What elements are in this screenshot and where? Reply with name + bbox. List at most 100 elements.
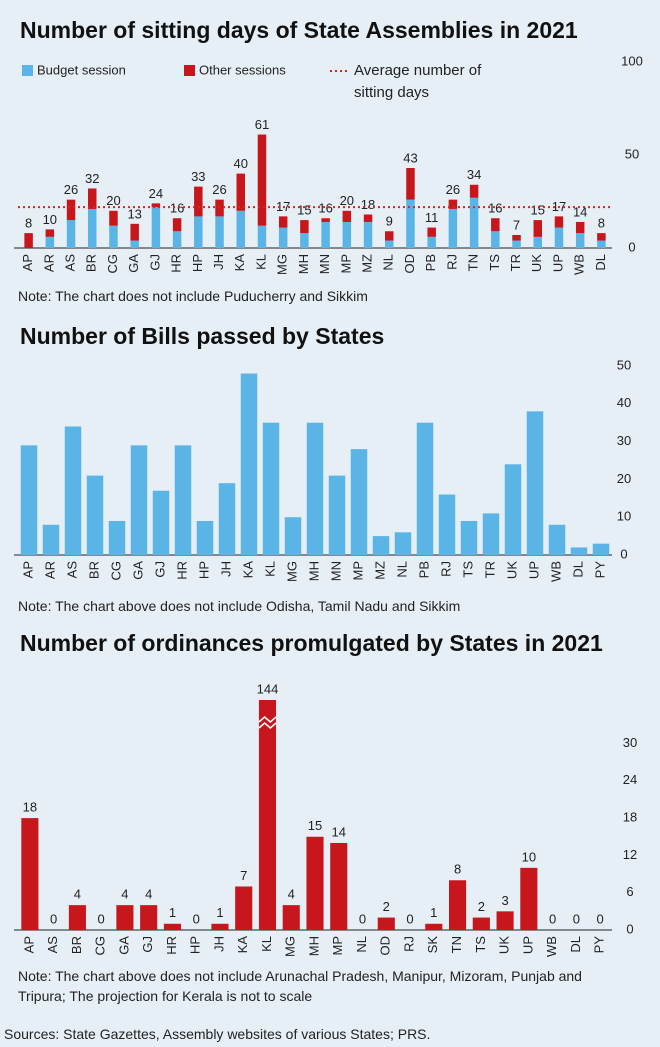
- x-tick-label: TS: [473, 936, 488, 953]
- value-label: 144: [257, 681, 279, 696]
- bar-segment: [45, 236, 55, 248]
- x-tick-label: TN: [466, 254, 481, 271]
- total-label: 7: [513, 217, 520, 232]
- x-tick-label: GJ: [152, 561, 167, 578]
- value-label: 8: [454, 862, 461, 877]
- x-tick-label: AR: [41, 254, 56, 272]
- y-tick-label: 0: [628, 239, 635, 254]
- bar-segment: [533, 236, 542, 248]
- total-label: 13: [127, 206, 141, 221]
- x-tick-label: PB: [423, 254, 438, 271]
- total-label: 40: [234, 156, 248, 171]
- x-tick-label: MZ: [359, 254, 374, 273]
- total-label: 61: [255, 117, 269, 132]
- value-label: 4: [288, 887, 295, 902]
- x-tick-label: MP: [338, 254, 353, 274]
- axis-break: [258, 716, 277, 723]
- bar-segment: [448, 199, 458, 209]
- y-tick-label: 18: [623, 810, 637, 825]
- bar: [64, 426, 82, 555]
- x-tick-label: NL: [381, 254, 396, 271]
- total-label: 16: [170, 201, 184, 216]
- bar: [42, 524, 60, 555]
- bar-segment: [45, 229, 55, 237]
- total-label: 33: [191, 169, 205, 184]
- bar: [258, 700, 277, 930]
- bar: [108, 520, 126, 555]
- value-label: 14: [332, 824, 346, 839]
- x-tick-label: CG: [105, 254, 120, 274]
- bar-segment: [406, 199, 415, 248]
- bar-segment: [24, 233, 33, 248]
- x-tick-label: GJ: [140, 936, 155, 953]
- y-tick-label: 0: [620, 546, 627, 561]
- bar: [416, 422, 434, 555]
- x-tick-label: MP: [330, 936, 345, 956]
- bar-segment: [575, 233, 585, 248]
- legend-label: Average number of sitting days: [354, 62, 482, 101]
- y-tick-label: 50: [625, 146, 639, 161]
- x-tick-label: BR: [69, 936, 84, 954]
- bar-segment: [342, 210, 352, 222]
- x-tick-label: KL: [259, 936, 274, 952]
- total-label: 20: [340, 193, 354, 208]
- x-tick-label: PB: [416, 561, 431, 578]
- bar: [211, 923, 229, 930]
- x-tick-label: SK: [425, 936, 440, 954]
- bar-segment: [512, 240, 521, 248]
- bar: [306, 422, 324, 555]
- value-label: 7: [240, 868, 247, 883]
- x-tick-label: GA: [116, 936, 131, 955]
- bar-segment: [363, 221, 373, 248]
- bar-segment: [194, 216, 203, 248]
- x-tick-label: MP: [350, 561, 365, 581]
- bar-segment: [597, 233, 606, 241]
- total-label: 11: [425, 210, 439, 225]
- bar: [328, 475, 346, 555]
- x-tick-label: BR: [86, 561, 101, 579]
- bar-segment: [109, 210, 118, 226]
- bar-segment: [278, 227, 288, 248]
- x-tick-label: GA: [130, 561, 145, 580]
- bar-segment: [88, 188, 97, 209]
- y-tick-label: 12: [623, 847, 637, 862]
- value-label: 0: [406, 911, 413, 926]
- x-tick-label: UP: [526, 561, 541, 579]
- bar: [20, 445, 38, 555]
- bar-segment: [172, 218, 182, 232]
- legend-label: Budget session: [37, 62, 126, 77]
- bar-segment: [554, 227, 564, 248]
- bar-segment: [236, 210, 245, 248]
- total-label: 26: [64, 182, 78, 197]
- bar-segment: [491, 218, 500, 232]
- y-tick-label: 100: [621, 53, 643, 68]
- bar-segment: [385, 240, 394, 248]
- bar-segment: [533, 220, 542, 237]
- bar: [496, 911, 514, 930]
- bar-segment: [130, 223, 139, 241]
- note: Note: The chart above does not include A…: [18, 968, 582, 1004]
- x-tick-label: MH: [306, 936, 321, 956]
- bar-segment: [363, 214, 373, 222]
- x-tick-label: GA: [126, 254, 141, 273]
- value-label: 0: [549, 911, 556, 926]
- bar: [140, 905, 158, 930]
- bar: [482, 513, 500, 555]
- value-label: 2: [383, 899, 390, 914]
- bar: [438, 494, 456, 555]
- x-tick-label: WB: [548, 561, 563, 582]
- value-label: 10: [522, 849, 536, 864]
- x-tick-label: GJ: [147, 254, 162, 271]
- y-tick-label: 0: [626, 921, 633, 936]
- bar-segment: [342, 221, 352, 248]
- total-label: 20: [106, 193, 120, 208]
- bar-segment: [512, 234, 521, 241]
- x-tick-label: CG: [108, 561, 123, 581]
- bar-segment: [172, 231, 182, 248]
- chart-title: Number of sitting days of State Assembli…: [20, 17, 578, 43]
- bar: [449, 880, 467, 930]
- chart-title: Number of Bills passed by States: [20, 323, 384, 349]
- bar-segment: [321, 218, 330, 222]
- bar: [372, 536, 390, 555]
- x-tick-label: OD: [402, 254, 417, 274]
